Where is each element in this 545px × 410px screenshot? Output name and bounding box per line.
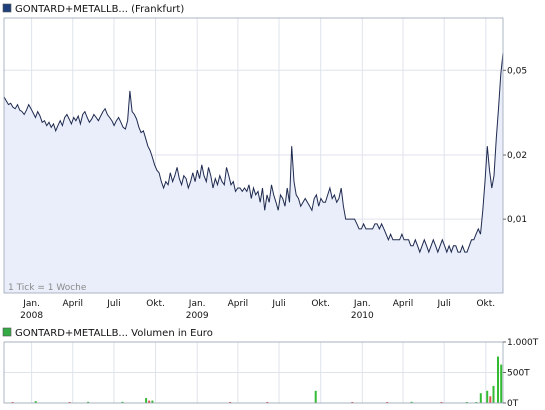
x-tick-label: April [228,299,249,309]
volume-bar [266,402,269,403]
price-area-fill [4,53,503,294]
volume-tick-label: 1.000T [507,338,539,348]
time-x-axis: Jan. 2008 April Juli Okt. Jan. 2009 April Juli Ok… [20,299,495,321]
volume-tick-label: 500T [507,369,530,379]
volume-bar [500,364,503,403]
y-tick-label: 0,02 [507,151,527,161]
volume-bar [489,396,492,403]
x-tick-label: Okt. [146,299,165,309]
volume-bar [229,402,232,403]
price-panel: 1 Tick = 1 Woche 0,01 0,02 0,05 Jan. 2008 Ap… [3,17,527,321]
volume-bar [11,402,14,403]
volume-legend-swatch [2,327,12,337]
volume-bar [314,390,317,403]
x-tick-label: Juli [437,299,451,309]
volume-tick-label: 0T [507,399,519,409]
volume-bar [492,385,495,403]
volume-bar [475,402,478,403]
x-tick-label: Jan. [188,299,206,309]
tick-interval-note: 1 Tick = 1 Woche [8,283,87,293]
y-tick-label: 0,01 [507,215,527,225]
volume-bar [440,402,443,403]
x-tick-label: Juli [271,299,285,309]
volume-bar [87,401,90,403]
volume-bar [145,398,148,403]
y-tick-label: 0,05 [507,66,527,76]
x-tick-label: Okt. [476,299,495,309]
volume-bar [68,402,71,403]
volume-bar [410,401,413,403]
price-y-axis: 0,01 0,02 0,05 [503,66,527,225]
volume-bar [34,401,37,403]
price-line [3,53,504,254]
x-tick-label: Jan. [22,299,40,309]
x-tick-label: Jan. [353,299,371,309]
volume-bar [465,402,468,403]
volume-y-axis: 0T 500T 1.000T [503,338,539,409]
volume-bar [151,400,154,403]
price-chart-title: GONTARD+METALLB... (Frankfurt) [15,4,184,15]
x-year-label: 2008 [20,311,43,321]
volume-bar [479,393,482,403]
x-year-label: 2009 [186,311,209,321]
price-legend-swatch [2,3,12,13]
volume-panel: 0T 500T 1.000T [3,338,539,409]
volume-bar [121,401,124,403]
volume-bar [148,400,151,403]
x-tick-label: April [62,299,83,309]
volume-bar [486,390,489,403]
volume-bar [497,356,499,403]
volume-bar [386,402,389,403]
x-year-label: 2010 [351,311,374,321]
volume-bars [11,356,503,403]
x-tick-label: April [393,299,414,309]
x-tick-label: Juli [106,299,120,309]
volume-bar [351,402,354,403]
x-tick-label: Okt. [311,299,330,309]
volume-chart-title: GONTARD+METALLB... Volumen in Euro [15,328,213,339]
